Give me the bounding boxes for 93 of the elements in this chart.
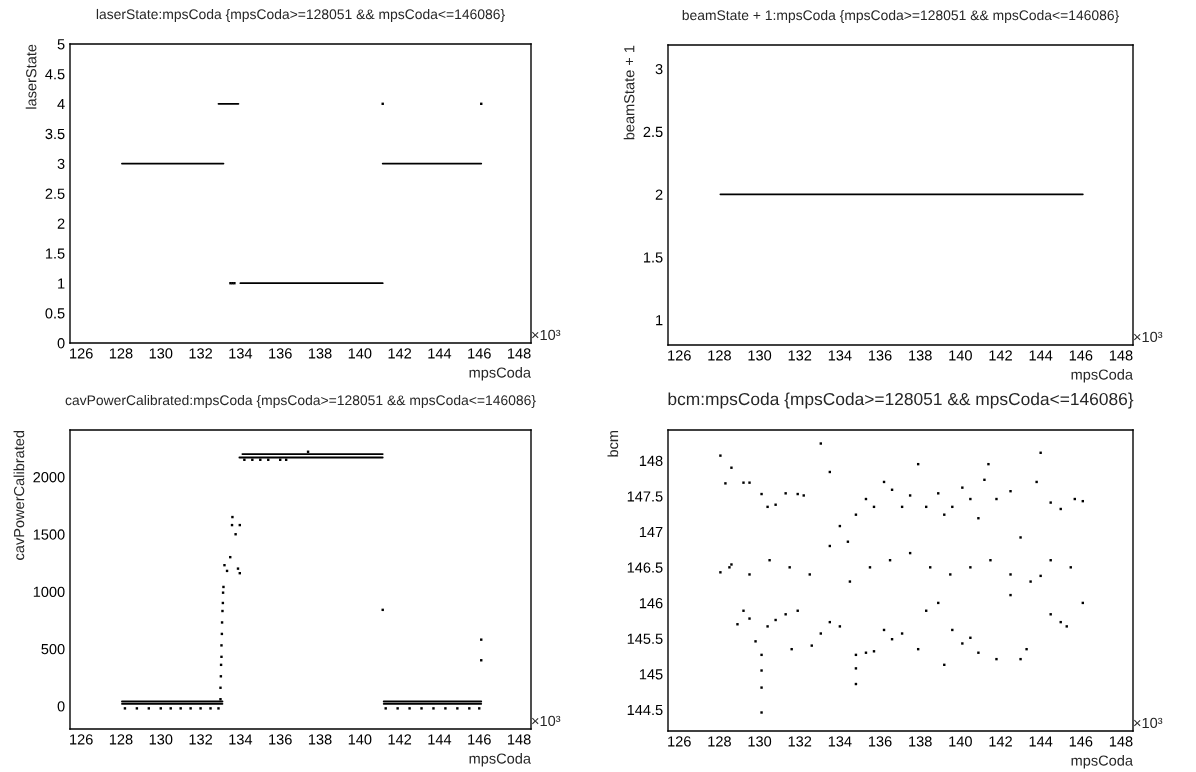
x-tick-label: 136	[269, 348, 292, 359]
y-tick-label: 2	[655, 189, 663, 200]
x-tick-label: 138	[308, 348, 332, 359]
x-tick-label: 146	[1069, 350, 1093, 361]
y-tick-label: 500	[41, 643, 65, 655]
x-tick-label: 140	[348, 348, 372, 359]
x-tick-label: 140	[348, 734, 372, 745]
x-tick-label: 142	[388, 348, 412, 359]
x-tick-label: 140	[949, 350, 972, 361]
y-tick-label: 3.5	[45, 128, 65, 140]
x-tick-label: 144	[428, 734, 452, 745]
x-tick-label: 134	[229, 348, 253, 359]
y-tick-label: 1.5	[643, 252, 663, 263]
x-tick-label: 138	[909, 736, 932, 747]
x-tick-label: 146	[468, 348, 491, 359]
y-tick-label: 1500	[33, 529, 65, 540]
x-tick-label: 144	[1029, 350, 1053, 361]
x-tick-label: 132	[788, 736, 812, 747]
x-tick-label: 130	[748, 350, 772, 361]
x-tick-label: 134	[828, 736, 852, 747]
y-tick-label: 148	[639, 455, 663, 467]
y-tick-label: 0.5	[45, 308, 65, 319]
y-tick-label: 3	[57, 158, 65, 170]
x-tick-label: 128	[708, 736, 731, 747]
y-tick-label: 2.5	[45, 188, 65, 199]
y-axis-title: bcm	[607, 430, 619, 457]
y-tick-label: 5	[57, 39, 65, 50]
x-tick-label: 146	[1069, 736, 1093, 747]
x-tick-label: 126	[668, 736, 691, 747]
y-tick-label: 3	[655, 63, 663, 75]
text: ×10³	[1134, 717, 1163, 729]
y-tick-label: 147.5	[627, 491, 663, 502]
x-tick-label: 126	[70, 348, 93, 359]
x-tick-label: 130	[748, 736, 772, 747]
x-tick-label: 138	[909, 350, 932, 361]
x-tick-label: 136	[868, 350, 892, 361]
x-tick-label: 126	[70, 734, 93, 745]
y-tick-label: 1	[656, 315, 663, 326]
x-tick-label: 140	[949, 736, 972, 747]
x-tick-label: 148	[508, 348, 531, 359]
y-tick-label: 144.5	[627, 704, 663, 716]
y-axis-title: laserState	[25, 44, 37, 109]
x-tick-label: 126	[668, 350, 691, 361]
x-tick-label: 142	[989, 350, 1012, 361]
x-tick-label: 132	[788, 350, 812, 361]
y-tick-label: 2	[57, 218, 65, 229]
text: ×10³	[532, 329, 561, 341]
x-tick-label: 148	[1109, 350, 1133, 361]
y-tick-label: 4.5	[45, 69, 65, 80]
x-axis-title: mpsCoda	[469, 367, 531, 381]
x-tick-label: 148	[508, 734, 531, 745]
y-tick-label: 2000	[33, 472, 65, 483]
chart-title: beamState + 1:mpsCoda {mpsCoda>=128051 && mpsCoda<=146086}	[682, 9, 1119, 23]
y-tick-label: 146.5	[627, 562, 663, 573]
y-tick-label: 145	[639, 669, 663, 680]
y-tick-label: 1	[58, 278, 65, 289]
x-tick-label: 136	[269, 734, 292, 745]
x-tick-label: 128	[708, 350, 731, 361]
chart-title: laserState:mpsCoda {mpsCoda>=128051 && mpsCoda<=146086}	[96, 8, 505, 22]
x-tick-label: 144	[1029, 736, 1053, 747]
y-axis-title: cavPowerCalibrated	[13, 430, 25, 560]
y-tick-label: 146	[639, 598, 663, 609]
x-tick-label: 130	[149, 348, 173, 359]
y-tick-label: 1000	[33, 586, 65, 597]
x-tick-label: 138	[308, 734, 332, 745]
chart-title: bcm:mpsCoda {mpsCoda>=128051 && mpsCoda<=146086}	[668, 392, 1134, 409]
text: ×10³	[1134, 331, 1163, 343]
text: ×10³	[532, 715, 561, 727]
x-tick-label: 142	[388, 734, 412, 745]
y-tick-label: 4	[57, 99, 65, 110]
x-tick-label: 130	[149, 734, 173, 745]
x-tick-label: 136	[868, 736, 892, 747]
x-tick-label: 128	[109, 734, 133, 745]
x-tick-label: 132	[189, 348, 213, 359]
y-tick-label: 2.5	[643, 126, 663, 138]
chart-title: cavPowerCalibrated:mpsCoda {mpsCoda>=128051 && mpsCoda<=146086}	[65, 394, 536, 408]
x-tick-label: 132	[189, 734, 213, 745]
x-tick-label: 128	[109, 348, 133, 359]
y-tick-label: 145.5	[627, 633, 663, 644]
x-axis-title: mpsCoda	[469, 753, 531, 767]
y-tick-label: 1.5	[45, 248, 65, 259]
y-tick-label: 0	[57, 338, 65, 349]
y-tick-label: 147	[639, 527, 663, 538]
x-tick-label: 144	[428, 348, 452, 359]
x-tick-label: 148	[1109, 736, 1133, 747]
y-tick-label: 0	[57, 701, 65, 712]
x-tick-label: 142	[989, 736, 1012, 747]
x-tick-label: 134	[828, 350, 852, 361]
x-axis-title: mpsCoda	[1071, 755, 1133, 769]
x-axis-title: mpsCoda	[1071, 369, 1133, 383]
x-tick-label: 146	[468, 734, 491, 745]
x-tick-label: 134	[229, 734, 253, 745]
y-axis-title: beamState + 1	[623, 45, 635, 140]
